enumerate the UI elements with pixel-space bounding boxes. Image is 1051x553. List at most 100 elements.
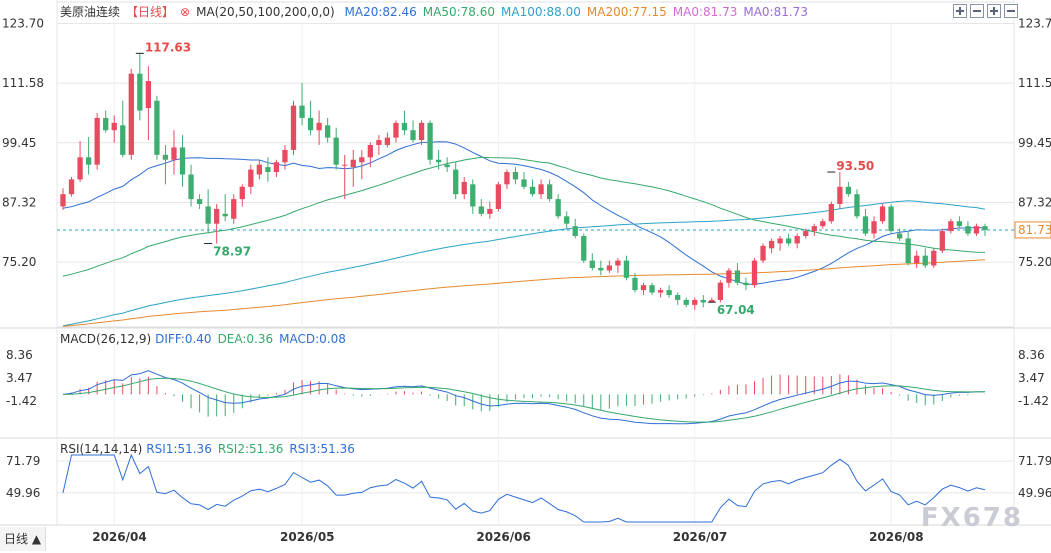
candle-body [623, 260, 630, 278]
settings-icon[interactable]: ⊗ [180, 5, 191, 19]
rsi-items: RSI1:51.36 RSI2:51.36 RSI3:51.36 [146, 442, 361, 456]
rsi-item-1: RSI2:51.36 [217, 442, 284, 456]
macd-item-1: DEA:0.36 [217, 332, 274, 346]
price-tick-label-left: 111.58 [2, 76, 44, 90]
candle-body [504, 172, 510, 185]
ma-item-0: MA20:82.46 [344, 5, 417, 19]
price-tick-label-right: 123.70 [1018, 16, 1051, 30]
candle-body [248, 169, 254, 187]
candle-body [751, 260, 758, 286]
candle-body [948, 221, 954, 232]
macd-tick-label-right: 3.47 [1018, 371, 1045, 385]
ma20-line [62, 141, 986, 285]
candle-body [231, 199, 237, 219]
candle-body [487, 208, 493, 214]
price-tick-label-right: 87.32 [1018, 195, 1051, 209]
fit-icon[interactable] [1004, 4, 1018, 18]
candle-body [640, 285, 647, 291]
candle-body [478, 206, 484, 214]
candle-body [803, 231, 809, 236]
rsi-tick-label-left: 71.79 [6, 454, 40, 468]
zoom-out-icon[interactable] [970, 4, 984, 18]
candle-body [188, 174, 194, 200]
candle-body [956, 221, 963, 227]
candle-body [60, 194, 66, 207]
price-tick-label-left: 99.45 [2, 136, 36, 150]
date-tick-label: 2026/06 [476, 530, 530, 544]
candle-body [589, 260, 595, 268]
low-annotation: 78.97 [213, 245, 251, 259]
candle-body [529, 186, 536, 195]
candle-body [786, 238, 792, 244]
candle-body [854, 194, 860, 217]
candle-body [444, 164, 450, 168]
candle-body [418, 122, 425, 141]
candle-body [120, 125, 126, 155]
candle-body [871, 221, 877, 234]
candle-body [743, 282, 749, 286]
ma-label: MA(20,50,100,200,0,0) [196, 5, 335, 19]
candle-body [896, 233, 903, 239]
price-tick-label-left: 87.32 [2, 195, 36, 209]
candle-body [316, 122, 322, 131]
candle-body [555, 199, 561, 217]
rsi-tick-label-left: 49.96 [6, 486, 40, 500]
candle-body [68, 179, 75, 195]
candle-body [376, 140, 382, 145]
candle-body [137, 73, 143, 111]
rsi-item-2: RSI3:51.36 [289, 442, 355, 456]
candle-body [470, 184, 476, 207]
rsi-tick-label-right: 49.96 [1018, 486, 1051, 500]
high-annotation: 93.50 [836, 159, 874, 173]
macd-diff-line [62, 370, 986, 425]
candle-body [777, 238, 783, 244]
crosshair-icon[interactable] [987, 4, 1001, 18]
period-toggle-button[interactable]: 日线 ▲ [0, 527, 47, 551]
candle-body [931, 250, 937, 266]
candle-body [538, 184, 544, 195]
macd-label: MACD(26,12,9) [60, 332, 152, 346]
candle-body [273, 162, 280, 173]
candle-body [914, 255, 920, 264]
zoom-in-icon[interactable] [953, 4, 967, 18]
candle-body [461, 181, 467, 195]
candle-body [657, 290, 664, 293]
macd-tick-label-left: 3.47 [6, 371, 33, 385]
macd-tick-label-left: -1.42 [6, 394, 37, 408]
rsi-legend: RSI(14,14,14) RSI1:51.36 RSI2:51.36 RSI3:51… [60, 440, 367, 458]
candle-body [162, 154, 169, 160]
macd-tick-label-right: -1.42 [1018, 394, 1049, 408]
price-tick-label-right: 75.20 [1018, 255, 1051, 269]
macd-tick-label-left: 8.36 [6, 348, 33, 362]
candle-body [811, 226, 817, 232]
candle-body [982, 226, 988, 230]
candle-body [837, 186, 843, 205]
candle-body [709, 299, 715, 303]
candle-body [307, 117, 314, 131]
candle-body [325, 125, 331, 138]
rsi-item-0: RSI1:51.36 [146, 442, 212, 456]
candle-body [290, 105, 297, 150]
date-tick-label: 2026/07 [673, 530, 727, 544]
candle-body [495, 184, 502, 209]
candle-body [683, 299, 689, 305]
candle-body [512, 172, 519, 180]
candle-body [768, 240, 775, 249]
ma-item-4: MA0:81.73 [672, 5, 738, 19]
period-tag[interactable]: 【日线】 [126, 5, 175, 19]
candle-body [410, 130, 416, 141]
current-price-badge [1014, 221, 1051, 239]
macd-legend: MACD(26,12,9) DIFF:0.40 DEA:0.36 MACD:0.08 [60, 330, 358, 348]
candle-body [453, 169, 459, 195]
candle-body [85, 157, 92, 165]
candle-body [888, 206, 894, 232]
macd-items: DIFF:0.40 DEA:0.36 MACD:0.08 [155, 332, 352, 346]
candle-body [845, 186, 852, 195]
candle-body [128, 73, 134, 155]
candle-body [145, 81, 152, 109]
candle-body [350, 159, 356, 168]
candle-body [171, 147, 177, 160]
price-tick-label-left: 75.20 [2, 255, 36, 269]
candle-body [734, 270, 741, 283]
